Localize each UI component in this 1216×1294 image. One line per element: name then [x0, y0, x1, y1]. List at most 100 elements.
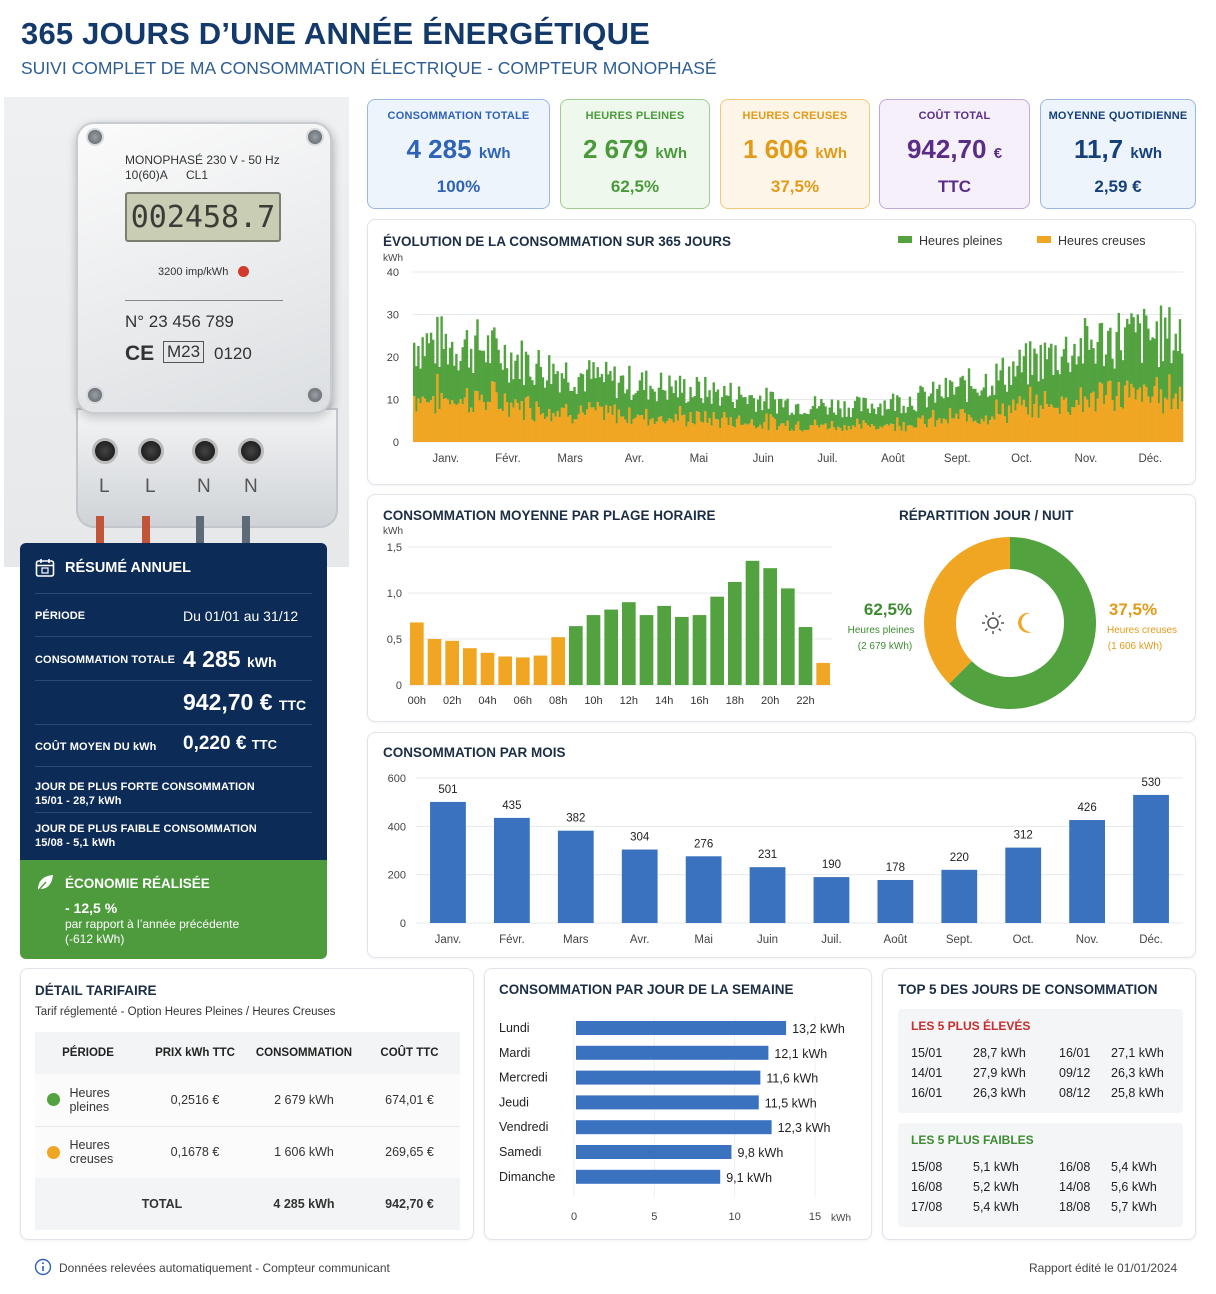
top5-cell: 08/12 — [1059, 1086, 1091, 1100]
top5-cell: 14/08 — [1059, 1180, 1091, 1194]
hc-day-bar — [845, 430, 848, 442]
top5-cell: 17/08 — [911, 1200, 943, 1214]
hp-day-bar — [811, 405, 815, 426]
th-cost: COÛT TTC — [359, 1032, 460, 1074]
hour-bar — [569, 626, 583, 685]
hp-day-bar — [1128, 324, 1131, 398]
hc-day-bar — [1037, 418, 1040, 442]
hp-day-bar — [571, 391, 574, 424]
hp-day-bar — [562, 378, 566, 408]
hp-day-bar — [718, 405, 722, 429]
hc-day-bar — [453, 403, 456, 442]
hp-day-bar — [976, 392, 979, 424]
total-cost: 942,70 € — [359, 1178, 460, 1230]
hc-day-bar — [910, 425, 914, 442]
hp-day-bar — [554, 374, 557, 417]
hour-bar — [692, 615, 707, 685]
hp-day-bar — [877, 407, 880, 430]
hp-day-bar — [826, 414, 829, 430]
hp-day-bar — [516, 354, 519, 404]
hp-day-bar — [763, 401, 766, 423]
hc-day-bar — [474, 390, 477, 442]
hc-day-bar — [896, 417, 899, 442]
hp-day-bar — [1066, 362, 1070, 413]
hp-day-bar — [986, 396, 990, 425]
hc-day-bar — [807, 429, 810, 442]
top5-cell: 16/08 — [1059, 1160, 1091, 1174]
bar-value-label: 501 — [438, 784, 457, 796]
hc-day-bar — [849, 429, 853, 442]
monthly-title: CONSOMMATION PAR MOIS — [383, 745, 566, 760]
hp-day-bar — [773, 399, 777, 420]
hp-day-bar — [716, 389, 720, 420]
month-bar — [1069, 820, 1106, 923]
hc-day-bar — [636, 414, 640, 442]
hp-day-bar — [645, 370, 648, 409]
hc-day-bar — [535, 401, 538, 442]
top5-cell: 15/08 — [911, 1160, 943, 1174]
hp-day-bar — [655, 401, 659, 422]
hc-day-bar — [651, 417, 654, 442]
hp-day-bar — [955, 387, 958, 414]
hc-day-bar — [721, 417, 724, 442]
hp-day-bar — [1050, 343, 1053, 405]
hc-day-bar — [545, 416, 549, 442]
y-tick-label: 400 — [388, 821, 406, 833]
hp-day-bar — [936, 388, 939, 421]
hc-day-bar — [617, 409, 621, 442]
hp-day-bar — [653, 391, 656, 425]
hp-day-bar — [697, 381, 701, 413]
hc-day-bar — [417, 398, 420, 442]
hc-day-bar — [683, 414, 686, 442]
kpi-label: MOYENNE QUOTIDIENNE — [1048, 110, 1188, 122]
hc-day-bar — [522, 420, 526, 442]
hp-day-bar — [758, 395, 762, 425]
top5-cell: 25,8 kWh — [1111, 1086, 1164, 1100]
hp-day-bar — [1155, 321, 1158, 378]
hc-day-bar — [805, 430, 808, 442]
hc-day-bar — [531, 419, 534, 442]
bar-value-label: 11,6 kWh — [766, 1072, 818, 1086]
hp-day-bar — [1180, 353, 1184, 402]
hc-day-bar — [1166, 399, 1169, 442]
hp-day-bar — [801, 414, 804, 432]
hc-day-bar — [1104, 395, 1108, 442]
hp-day-bar — [792, 414, 796, 431]
pie-slice — [949, 537, 1096, 709]
hp-day-bar — [493, 327, 496, 383]
hc-day-bar — [946, 423, 950, 442]
series-heures-pleines — [413, 305, 1184, 432]
hourly-card: CONSOMMATION MOYENNE PAR PLAGE HORAIRE k… — [367, 494, 1196, 722]
hp-day-bar — [1077, 356, 1080, 406]
leaf-icon — [36, 875, 53, 893]
hc-day-bar — [832, 427, 836, 442]
hp-day-bar — [531, 380, 534, 420]
hp-day-bar — [480, 350, 483, 395]
hp-day-bar — [769, 391, 772, 415]
hp-day-bar — [731, 401, 734, 427]
hp-day-bar — [434, 363, 437, 414]
hp-day-bar — [771, 391, 775, 417]
hp-day-bar — [1026, 384, 1030, 415]
hp-day-bar — [957, 386, 960, 420]
hc-day-bar — [520, 401, 523, 442]
hc-day-bar — [598, 406, 602, 442]
hp-day-bar — [904, 412, 907, 432]
hc-day-bar — [750, 419, 753, 442]
kpi-card: MOYENNE QUOTIDIENNE 11,7 kWh 2,59 € — [1040, 99, 1196, 209]
conso-label: CONSOMMATION TOTALE — [35, 654, 176, 666]
hc-day-bar — [1077, 405, 1080, 442]
hp-day-bar — [1003, 384, 1007, 417]
row-cost: 674,01 € — [359, 1074, 460, 1126]
hp-day-bar — [1178, 319, 1182, 387]
bar-value-label: 220 — [950, 852, 969, 864]
x-unit-label: kWh — [831, 1213, 851, 1224]
hp-day-bar — [613, 366, 616, 405]
hc-day-bar — [729, 417, 732, 442]
y-tick-label: 0 — [393, 437, 399, 449]
hp-day-bar — [558, 392, 561, 418]
period-value: Du 01/01 au 31/12 — [183, 608, 299, 624]
hp-day-bar — [849, 417, 853, 430]
hc-day-bar — [1157, 403, 1161, 442]
max-label: JOUR DE PLUS FORTE CONSOMMATION — [35, 781, 255, 793]
